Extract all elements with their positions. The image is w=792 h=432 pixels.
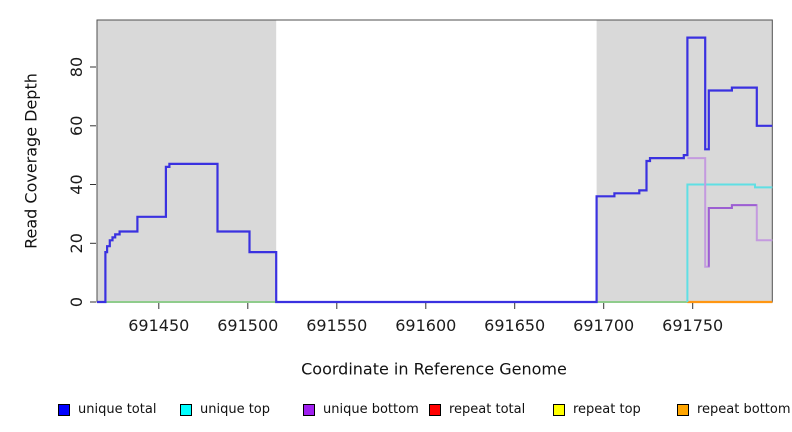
legend-label: unique total xyxy=(78,402,157,417)
legend-label: unique top xyxy=(200,402,271,417)
x-tick-label: 691550 xyxy=(306,316,367,335)
legend-swatch-repeat-bottom xyxy=(677,403,689,416)
legend-label: unique bottom xyxy=(323,402,419,417)
repeat-region-left-shading xyxy=(97,20,277,302)
legend-item-unique-top: unique top xyxy=(180,402,270,417)
x-tick-label: 691650 xyxy=(484,316,545,335)
legend-swatch-repeat-top xyxy=(553,403,565,416)
y-tick-label: 0 xyxy=(67,297,86,307)
series-unique-total xyxy=(97,36,773,304)
legend-swatch-unique-bottom xyxy=(303,403,315,416)
x-tick-label: 691450 xyxy=(128,316,189,335)
series-unique-top xyxy=(686,183,773,302)
legend-label: repeat top xyxy=(573,402,641,417)
coverage-plot-canvas: 691450 691500 691550 691600 691650 691700 6917… xyxy=(67,19,773,335)
repeat-region-right-shading xyxy=(596,20,773,302)
legend-item-unique-total: unique total xyxy=(58,402,156,417)
y-tick-label: 20 xyxy=(67,233,86,253)
y-tick-label: 80 xyxy=(67,57,86,77)
legend-swatch-unique-total xyxy=(58,403,70,416)
legend-item-repeat-total: repeat total xyxy=(429,402,525,417)
x-tick-label: 691750 xyxy=(662,316,723,335)
x-tick-label: 691600 xyxy=(395,316,456,335)
series-unique-bottom-overlay xyxy=(707,204,757,267)
legend-swatch-repeat-total xyxy=(429,403,441,416)
legend-item-unique-bottom: unique bottom xyxy=(303,402,419,417)
legend-label: repeat bottom xyxy=(697,402,791,417)
x-tick-label: 691500 xyxy=(217,316,278,335)
y-tick-label: 60 xyxy=(67,116,86,136)
y-axis-title: Read Coverage Depth xyxy=(21,73,41,249)
legend-swatch-unique-top xyxy=(180,403,192,416)
x-tick-label: 691700 xyxy=(573,316,634,335)
legend-label: repeat total xyxy=(449,402,526,417)
x-axis-title: Coordinate in Reference Genome xyxy=(301,359,567,379)
legend-item-repeat-bottom: repeat bottom xyxy=(677,402,791,417)
y-tick-label: 40 xyxy=(67,174,86,194)
legend-item-repeat-top: repeat top xyxy=(553,402,641,417)
